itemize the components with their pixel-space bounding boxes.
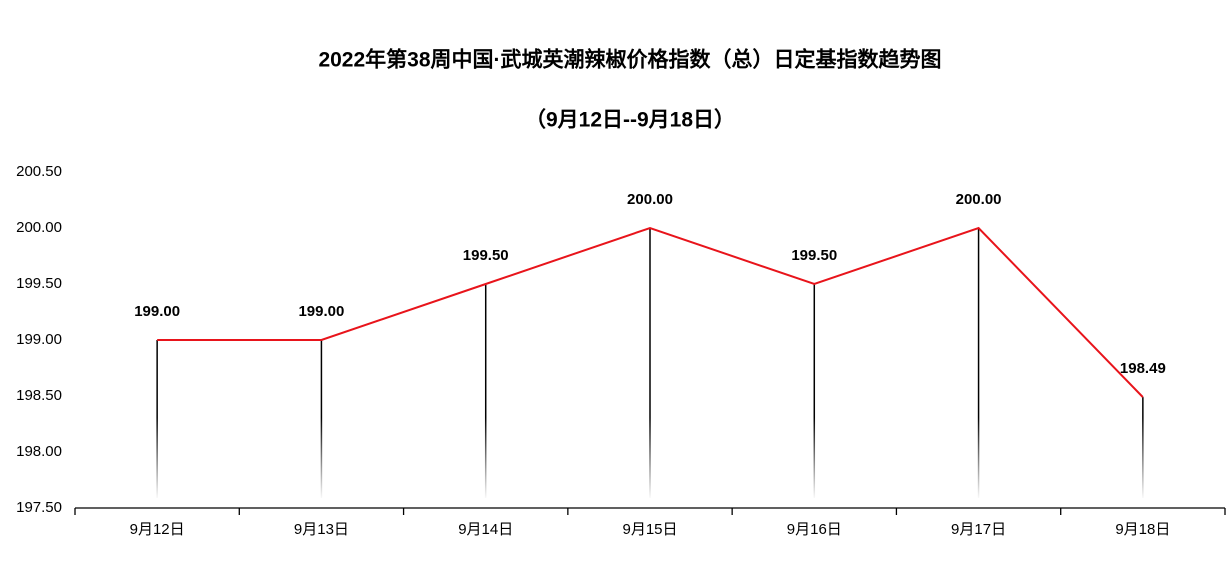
y-tick-label: 200.50 — [16, 163, 62, 180]
data-label: 199.50 — [463, 247, 509, 264]
x-tick-label: 9月17日 — [951, 521, 1006, 538]
x-tick-label: 9月16日 — [787, 521, 842, 538]
data-label: 200.00 — [956, 191, 1002, 208]
x-tick-label: 9月12日 — [130, 521, 185, 538]
data-label: 199.50 — [791, 247, 837, 264]
data-label: 199.00 — [298, 303, 344, 320]
y-tick-label: 198.00 — [16, 443, 62, 460]
y-tick-label: 200.00 — [16, 219, 62, 236]
chart-subtitle: （9月12日--9月18日） — [525, 108, 735, 132]
x-tick-label: 9月13日 — [294, 521, 349, 538]
data-label: 198.49 — [1120, 360, 1166, 377]
chart-title: 2022年第38周中国·武城英潮辣椒价格指数（总）日定基指数趋势图 — [318, 48, 941, 72]
x-tick-label: 9月15日 — [622, 521, 677, 538]
line — [157, 226, 1144, 398]
data-label: 199.00 — [134, 303, 180, 320]
y-tick-label: 198.50 — [16, 387, 62, 404]
x-tick-label: 9月18日 — [1115, 521, 1170, 538]
y-tick-label: 197.50 — [16, 499, 62, 516]
y-tick-label: 199.00 — [16, 331, 62, 348]
x-tick-label: 9月14日 — [458, 521, 513, 538]
data-label: 200.00 — [627, 191, 673, 208]
y-tick-label: 199.50 — [16, 275, 62, 292]
